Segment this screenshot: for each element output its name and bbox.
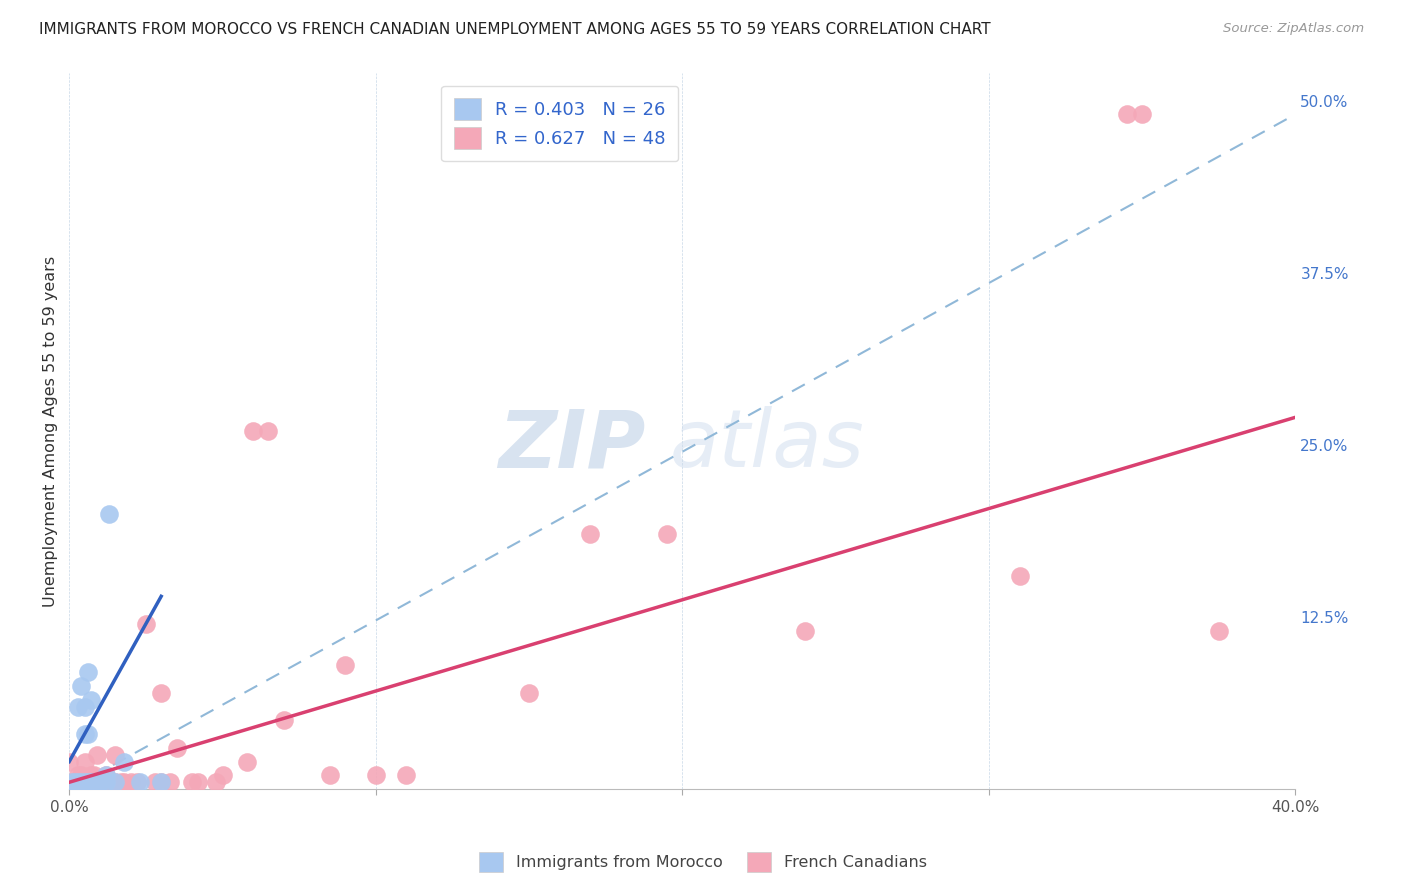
Point xyxy=(242,424,264,438)
Point xyxy=(236,755,259,769)
Point xyxy=(89,775,111,789)
Point xyxy=(98,775,121,789)
Point xyxy=(67,699,90,714)
Point xyxy=(86,775,108,789)
Point xyxy=(70,768,93,782)
Point xyxy=(65,775,87,789)
Point xyxy=(89,775,111,789)
Point xyxy=(1130,107,1153,121)
Point xyxy=(76,665,98,679)
Point xyxy=(517,686,540,700)
Point xyxy=(257,424,280,438)
Point xyxy=(104,775,127,789)
Point xyxy=(86,747,108,762)
Point xyxy=(70,679,93,693)
Point xyxy=(91,775,114,789)
Point xyxy=(655,527,678,541)
Point xyxy=(60,775,83,789)
Point xyxy=(150,775,173,789)
Point xyxy=(1208,624,1230,638)
Point xyxy=(76,775,98,789)
Point xyxy=(89,775,111,789)
Point xyxy=(579,527,602,541)
Legend: R = 0.403   N = 26, R = 0.627   N = 48: R = 0.403 N = 26, R = 0.627 N = 48 xyxy=(441,86,678,161)
Point xyxy=(125,775,148,789)
Point xyxy=(70,775,93,789)
Point xyxy=(187,775,209,789)
Point xyxy=(80,768,103,782)
Point xyxy=(76,775,98,789)
Point xyxy=(180,775,202,789)
Point xyxy=(83,768,105,782)
Point xyxy=(80,775,103,789)
Point xyxy=(211,768,233,782)
Point xyxy=(205,775,228,789)
Text: IMMIGRANTS FROM MOROCCO VS FRENCH CANADIAN UNEMPLOYMENT AMONG AGES 55 TO 59 YEAR: IMMIGRANTS FROM MOROCCO VS FRENCH CANADI… xyxy=(39,22,991,37)
Text: Source: ZipAtlas.com: Source: ZipAtlas.com xyxy=(1223,22,1364,36)
Point xyxy=(83,775,105,789)
Point xyxy=(112,755,135,769)
Point xyxy=(319,768,342,782)
Point xyxy=(143,775,166,789)
Point xyxy=(76,727,98,741)
Point xyxy=(89,775,111,789)
Point xyxy=(110,775,132,789)
Point xyxy=(73,755,96,769)
Point xyxy=(104,775,127,789)
Point xyxy=(166,740,188,755)
Point xyxy=(58,782,80,797)
Point xyxy=(120,775,142,789)
Point xyxy=(80,692,103,706)
Point xyxy=(73,727,96,741)
Point xyxy=(73,775,96,789)
Point xyxy=(150,686,173,700)
Point xyxy=(1008,568,1031,582)
Point xyxy=(395,768,418,782)
Point xyxy=(333,658,356,673)
Point xyxy=(135,616,157,631)
Point xyxy=(58,755,80,769)
Point xyxy=(159,775,181,789)
Point xyxy=(112,775,135,789)
Point xyxy=(60,775,83,789)
Text: atlas: atlas xyxy=(671,407,865,484)
Point xyxy=(67,775,90,789)
Point xyxy=(794,624,817,638)
Legend: Immigrants from Morocco, French Canadians: Immigrants from Morocco, French Canadian… xyxy=(471,844,935,880)
Point xyxy=(364,768,387,782)
Point xyxy=(1115,107,1137,121)
Point xyxy=(73,699,96,714)
Point xyxy=(73,775,96,789)
Point xyxy=(128,775,150,789)
Point xyxy=(150,775,173,789)
Point xyxy=(94,768,117,782)
Point xyxy=(94,775,117,789)
Point xyxy=(65,775,87,789)
Y-axis label: Unemployment Among Ages 55 to 59 years: Unemployment Among Ages 55 to 59 years xyxy=(44,255,58,607)
Point xyxy=(98,507,121,521)
Text: ZIP: ZIP xyxy=(498,407,645,484)
Point xyxy=(67,768,90,782)
Point xyxy=(273,713,295,727)
Point xyxy=(104,747,127,762)
Point xyxy=(94,768,117,782)
